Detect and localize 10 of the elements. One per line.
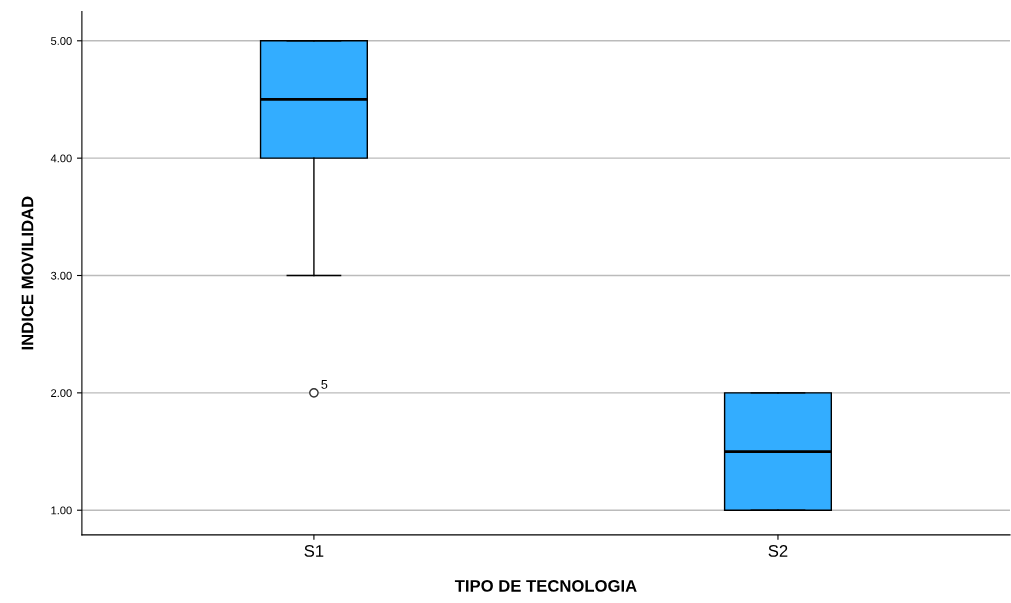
x-tick-label: S2 <box>768 545 788 557</box>
y-tick-label: 3.00 <box>50 271 72 280</box>
y-tick-label: 2.00 <box>51 389 72 397</box>
y-tick-label: 5.00 <box>50 37 72 45</box>
x-tick-label: S1 <box>304 545 324 557</box>
y-tick-label: 1.00 <box>51 506 72 515</box>
annotation: 5 <box>321 380 328 389</box>
x-axis-title: TIPO DE TECNOLOGIA <box>454 580 637 592</box>
y-axis-title: INDICE MOVILIDAD <box>21 196 34 350</box>
y-tick-label: 4.00 <box>50 154 72 163</box>
